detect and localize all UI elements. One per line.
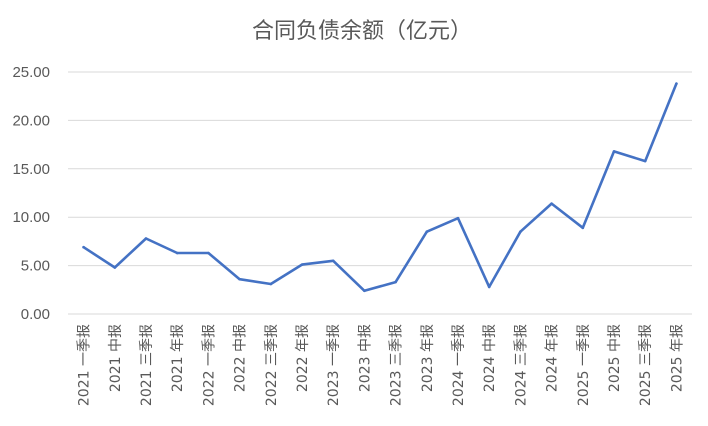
data-point — [363, 289, 366, 293]
data-point — [456, 216, 460, 220]
x-tick-label: 2024 年报 — [545, 324, 561, 392]
data-point — [82, 245, 85, 249]
x-tick-label: 2021 一季报 — [77, 324, 93, 406]
data-point — [519, 230, 522, 234]
data-point — [331, 259, 335, 263]
x-tick-label: 2025 年报 — [669, 324, 685, 392]
gridlines — [68, 71, 692, 315]
x-tick-label: 2021 中报 — [108, 324, 124, 392]
x-tick-label: 2023 三季报 — [389, 324, 405, 406]
x-tick-label: 2025 中报 — [607, 324, 623, 392]
series-layer — [82, 82, 678, 293]
y-tick-label: 5.00 — [21, 258, 50, 275]
x-tick-label: 2021 三季报 — [139, 324, 155, 406]
data-point — [300, 263, 304, 266]
x-tick-label: 2024 一季报 — [451, 324, 467, 406]
data-point — [113, 266, 117, 269]
data-point — [238, 277, 241, 281]
y-tick-label: 20.00 — [12, 112, 50, 129]
y-tick-label: 15.00 — [12, 161, 50, 178]
x-tick-label: 2022 年报 — [295, 324, 311, 392]
y-axis-ticks: 0.00 5.00 10.00 15.00 20.00 25.00 — [12, 64, 50, 323]
x-tick-label: 2021 年报 — [170, 324, 186, 392]
x-tick-label: 2025 三季报 — [638, 324, 654, 406]
series-line — [82, 82, 678, 293]
data-point — [612, 150, 616, 153]
y-tick-label: 0.00 — [21, 306, 50, 323]
data-point — [675, 82, 678, 85]
x-tick-label: 2022 中报 — [233, 324, 249, 392]
data-point — [643, 159, 647, 163]
data-point — [394, 280, 397, 284]
x-tick-label: 2023 一季报 — [326, 324, 342, 406]
data-point — [144, 237, 148, 240]
x-tick-label: 2024 中报 — [482, 324, 498, 392]
x-tick-label: 2022 三季报 — [264, 324, 280, 406]
x-tick-label: 2022 一季报 — [201, 324, 217, 406]
data-point — [581, 226, 585, 230]
data-point — [207, 251, 210, 255]
chart-title: 合同负债余额（亿元） — [252, 19, 472, 44]
x-tick-label: 2023 年报 — [420, 324, 436, 392]
data-point — [269, 282, 273, 286]
x-tick-label: 2023 中报 — [357, 324, 373, 392]
y-tick-label: 25.00 — [12, 64, 50, 81]
data-point — [425, 230, 429, 234]
x-tick-label: 2025 一季报 — [576, 324, 592, 406]
x-axis-ticks: 2021 一季报 2021 中报 2021 三季报 2021 年报 2022 一季报 20… — [77, 324, 686, 406]
x-tick-label: 2024 三季报 — [513, 324, 529, 406]
data-point — [175, 251, 179, 255]
data-point — [550, 202, 553, 205]
data-point — [487, 285, 491, 289]
y-tick-label: 10.00 — [12, 209, 50, 226]
